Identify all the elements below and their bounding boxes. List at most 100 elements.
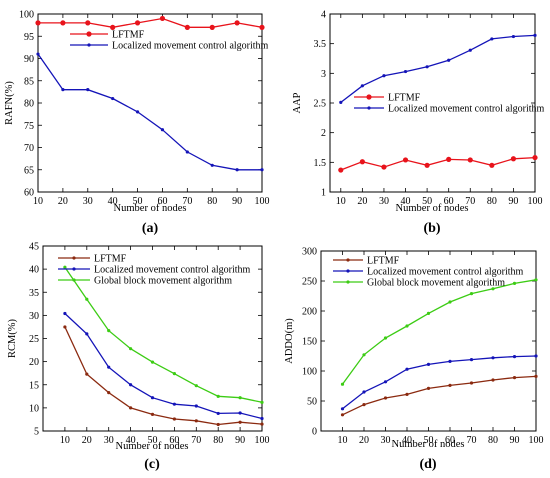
data-point [238, 420, 242, 424]
x-tick-label: 80 [207, 196, 217, 207]
series-line [342, 375, 537, 416]
data-point [512, 281, 517, 285]
series-line [38, 17, 263, 28]
data-point [381, 164, 387, 170]
panel-label: (d) [419, 457, 436, 472]
series-2 [340, 354, 538, 411]
legend-swatch-marker [346, 258, 350, 262]
y-tick-label: 10 [29, 403, 39, 414]
y-tick-label: 2 [321, 128, 326, 139]
data-point [426, 311, 431, 315]
data-point [184, 24, 190, 30]
x-tick-label: 80 [213, 435, 223, 446]
x-tick-label: 60 [169, 435, 179, 446]
data-point [382, 74, 386, 78]
x-tick-label: 90 [510, 435, 520, 446]
x-tick-label: 100 [529, 435, 544, 446]
data-point [260, 168, 264, 172]
data-point [36, 52, 40, 56]
series-2 [36, 52, 264, 172]
data-point [134, 20, 141, 26]
data-point [362, 390, 366, 394]
legend-entry-label: LFTMF [367, 256, 400, 267]
series-line [340, 156, 536, 171]
data-point [383, 336, 388, 340]
x-tick-label: 10 [60, 435, 70, 446]
data-point [107, 329, 111, 333]
data-point [533, 33, 537, 37]
y-tick-label: 1.5 [314, 158, 327, 169]
legend-entry-label: Localized movement control algorithm [388, 104, 545, 115]
y-tick-label: 15 [29, 380, 39, 391]
data-point [490, 37, 494, 41]
series-1 [35, 15, 265, 30]
data-point [216, 422, 220, 427]
y-tick-label: 1 [321, 188, 326, 199]
data-point [446, 156, 452, 162]
legend-swatch-marker [86, 31, 92, 37]
x-tick-label: 70 [467, 435, 477, 446]
legend-swatch-marker [367, 106, 371, 110]
series-1 [340, 374, 538, 417]
x-tick-label: 10 [338, 435, 348, 446]
data-point [159, 15, 166, 22]
data-point [135, 110, 140, 114]
y-tick-label: 4 [321, 10, 326, 21]
data-point [534, 278, 538, 282]
data-point [405, 367, 409, 371]
x-tick-label: 10 [33, 196, 43, 207]
panel-label: (a) [142, 221, 159, 236]
data-point [129, 406, 133, 410]
data-point [468, 48, 472, 52]
x-tick-label: 90 [232, 196, 242, 207]
data-point [259, 24, 265, 30]
y-tick-label: 35 [29, 288, 39, 299]
data-point [512, 376, 517, 380]
series-line [342, 355, 537, 410]
legend-entry-label: LFTMF [112, 30, 145, 41]
data-point [86, 88, 90, 92]
data-point [238, 411, 242, 415]
data-point [194, 384, 198, 388]
x-tick-label: 80 [487, 196, 497, 207]
x-tick-label: 30 [83, 196, 93, 207]
data-point [491, 356, 495, 360]
data-point [448, 300, 452, 304]
data-point [469, 358, 474, 362]
y-tick-label: 3.5 [314, 39, 327, 50]
data-point [238, 396, 242, 400]
data-point [489, 162, 495, 168]
data-point [85, 332, 89, 336]
data-point [360, 84, 364, 88]
x-axis-label: Number of nodes [392, 439, 465, 450]
data-point [491, 287, 495, 291]
y-tick-label: 65 [24, 165, 34, 176]
data-point [85, 297, 89, 301]
data-point [340, 407, 345, 411]
series-line [64, 266, 263, 403]
data-point [402, 157, 409, 163]
data-point [339, 100, 343, 105]
x-tick-label: 40 [126, 435, 136, 446]
data-point [234, 20, 240, 26]
data-point [405, 392, 409, 396]
x-tick-label: 30 [381, 435, 391, 446]
x-axis-label: Number of nodes [396, 203, 469, 214]
x-tick-label: 20 [357, 196, 367, 207]
series-line [341, 279, 537, 385]
legend-entry-label: Global block movement algorithm [367, 278, 505, 289]
data-point [469, 292, 474, 296]
y-axis-label: ADDO(m) [284, 318, 295, 364]
chart-panel-4: 10 20 30 40 50 60 70 80 90 100 0 50 100 150 200 250 300 N… [284, 247, 544, 473]
chart-panel-1: 10 20 30 40 50 60 70 80 90 100 60 65 70 75 80 85 90 95 100… [4, 10, 270, 237]
data-point [510, 156, 517, 162]
y-tick-label: 250 [302, 277, 317, 288]
data-point [63, 325, 67, 329]
x-tick-label: 60 [445, 435, 455, 446]
data-point [511, 34, 516, 39]
series-3 [63, 265, 264, 404]
x-tick-label: 50 [424, 435, 434, 446]
legend-swatch-marker [346, 269, 350, 273]
